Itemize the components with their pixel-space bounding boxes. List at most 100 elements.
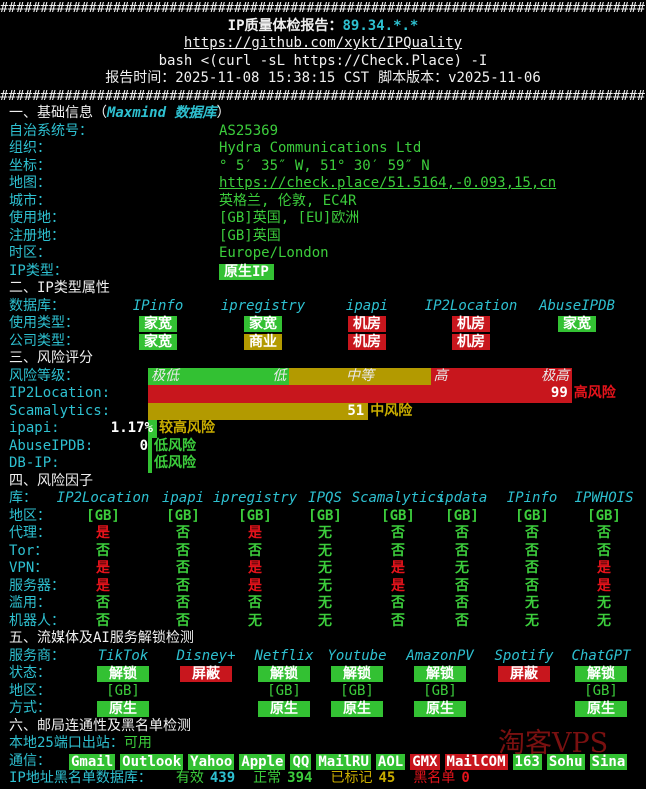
- service-badge: GMX: [410, 753, 440, 770]
- title-line: IP质量体检报告： 89.34.*.*: [228, 18, 419, 35]
- rule: ########################################…: [0, 1, 645, 16]
- mode-badge: 原生: [97, 701, 149, 717]
- factor-value: [GB]: [238, 507, 272, 524]
- table-label: 服务器：: [9, 577, 65, 594]
- status-badge: 解锁: [414, 666, 466, 682]
- score-value: 0: [139, 437, 148, 454]
- factor-value: 否: [176, 595, 190, 611]
- region: [GB]: [340, 682, 374, 699]
- factor-value: 否: [525, 542, 539, 559]
- table-label: ipapi:: [9, 420, 60, 436]
- score-verdict: 中风险: [370, 402, 413, 419]
- info-label: 注册地：: [9, 227, 65, 244]
- section-title: 四、风险因子: [9, 472, 93, 489]
- service-badge: Yahoo: [188, 753, 235, 770]
- time-line: 报告时间： 2025-11-08 15:38:15 CST 脚本版本： v2025-1…: [105, 70, 541, 87]
- factor-value: 否: [525, 560, 539, 576]
- factor-value: 否: [248, 595, 262, 611]
- info-link[interactable]: https://check.place/51.5164,-0.093,15,cn: [219, 175, 557, 191]
- service-badge: 163: [512, 753, 542, 770]
- factor-value: 是: [597, 577, 611, 594]
- region: [GB]: [423, 682, 457, 699]
- table-label: 通信：: [9, 752, 51, 769]
- score-value: 1.17%: [110, 420, 153, 436]
- score-verdict: 高风险: [573, 385, 616, 401]
- band-label: 中等: [346, 367, 374, 384]
- factor-value: 否: [176, 577, 190, 594]
- factor-value: 无: [597, 595, 611, 611]
- version: v2025-11-06: [448, 70, 541, 86]
- mode-badge: 原生: [414, 701, 466, 717]
- info-label: 城市：: [9, 192, 51, 209]
- factor-value: 无: [318, 542, 332, 559]
- provider: AmazonPV: [406, 647, 474, 664]
- db-header: ipapi: [161, 490, 205, 506]
- factor-value: 否: [455, 525, 469, 541]
- type-badge: 机房: [348, 316, 386, 332]
- factor-value: 无: [525, 595, 539, 611]
- score-separator: [148, 437, 152, 455]
- factor-value: 是: [391, 577, 405, 594]
- factor-value: 无: [318, 612, 332, 629]
- table-label: 方式：: [9, 700, 51, 716]
- mode-badge: 原生: [331, 701, 383, 717]
- info-label: 地图：: [9, 175, 51, 191]
- info-value: 英格兰, 伦敦, EC4R: [219, 192, 357, 209]
- info-value: [GB]英国: [219, 227, 281, 244]
- table-label: 滥用：: [9, 595, 51, 611]
- section-title: 三、风险评分: [9, 350, 93, 366]
- factor-value: [GB]: [587, 507, 621, 524]
- factor-value: 否: [391, 542, 405, 559]
- factor-value: 无: [455, 560, 469, 576]
- factor-value: [GB]: [308, 507, 342, 524]
- factor-value: 否: [176, 525, 190, 541]
- factor-value: 是: [96, 525, 110, 541]
- factor-value: [GB]: [515, 507, 549, 524]
- service-badge: AOL: [375, 753, 406, 770]
- factor-value: 是: [597, 560, 611, 576]
- info-label: IP类型：: [9, 262, 68, 279]
- type-badge: 机房: [452, 316, 490, 332]
- region: [GB]: [267, 682, 301, 699]
- risk-band: [289, 367, 431, 385]
- command: bash <(curl -sL https://Check.Place) -I: [158, 52, 488, 69]
- band-label: 极高: [541, 367, 569, 384]
- blacklist-count: 0: [461, 770, 470, 786]
- db-header: IPQS: [308, 490, 342, 506]
- blacklist-count: 439: [209, 770, 236, 786]
- section-title: 六、邮局连通性及黑名单检测: [9, 717, 191, 734]
- table-label: 机器人：: [9, 612, 65, 629]
- region: [GB]: [584, 682, 618, 699]
- factor-value: 无: [597, 612, 611, 629]
- score-separator: [364, 402, 369, 420]
- repo-link[interactable]: https://github.com/xykt/IPQuality: [183, 35, 463, 51]
- table-label: 地区：: [9, 507, 51, 524]
- info-label: 坐标：: [9, 157, 51, 174]
- info-label: 组织：: [9, 140, 51, 156]
- mode-badge: 原生: [258, 701, 310, 717]
- factor-value: [GB]: [445, 507, 479, 524]
- risk-band: [148, 367, 290, 385]
- section-text: 一、基础信息（: [9, 105, 107, 121]
- factor-value: 否: [455, 577, 469, 594]
- info-badge: 原生IP: [219, 263, 274, 280]
- service-badge: Outlook: [120, 753, 184, 770]
- info-value: [GB]英国, [EU]欧洲: [219, 210, 360, 226]
- score-bar: [148, 420, 153, 438]
- db-header: ipdata: [436, 490, 488, 506]
- blacklist-count: 45: [378, 770, 396, 786]
- rule: ########################################…: [0, 88, 645, 104]
- factor-value: 是: [248, 560, 262, 576]
- table-label: 风险等级：: [9, 367, 79, 384]
- info-value: Europe/London: [219, 245, 329, 261]
- factor-value: 否: [176, 542, 190, 559]
- risk-band: [430, 367, 572, 385]
- factor-value: [GB]: [86, 507, 120, 524]
- factor-value: 否: [176, 560, 190, 576]
- blacklist-name: 黑名单: [413, 770, 456, 786]
- provider: TikTok: [97, 647, 149, 664]
- table-label: 数据库：: [9, 297, 65, 314]
- factor-value: 否: [455, 612, 469, 629]
- blacklist-label: IP地址黑名单数据库：: [9, 770, 152, 786]
- blacklist-name: 正常: [253, 770, 282, 786]
